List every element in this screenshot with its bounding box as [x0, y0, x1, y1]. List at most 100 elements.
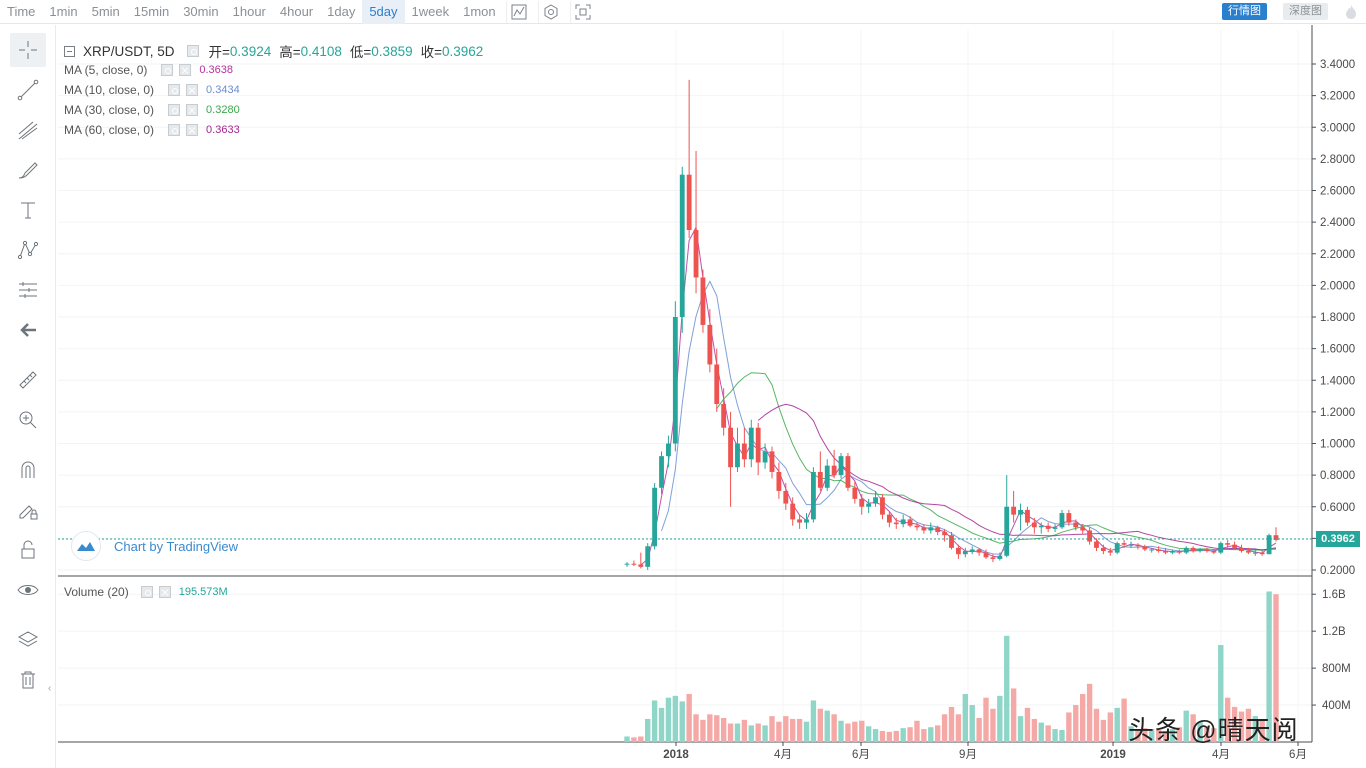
timeframe-1mon[interactable]: 1mon [463, 3, 496, 19]
settings-button[interactable] [537, 0, 564, 23]
timeframe-1day[interactable]: 1day [327, 3, 356, 19]
ma-label: MA (30, close, 0) [64, 103, 155, 117]
ma-settings-icon[interactable] [168, 104, 181, 116]
ma-remove-icon[interactable] [179, 64, 192, 76]
ma-settings-icon[interactable] [168, 124, 181, 136]
timeframe-15min[interactable]: 15min [133, 3, 170, 19]
timeframe-5day[interactable]: 5day [362, 0, 405, 24]
timeframe-1week[interactable]: 1week [411, 3, 450, 19]
ma-remove-icon[interactable] [186, 104, 199, 116]
high-value: 0.4108 [300, 43, 342, 59]
magnet-tool[interactable] [10, 453, 46, 487]
candle-body [631, 563, 637, 565]
candle-body [686, 174, 692, 231]
lock-drawing-tool[interactable] [10, 493, 46, 527]
time-tick-label: 4月 [774, 749, 792, 761]
candle-body [1156, 549, 1162, 552]
tradingview-badge[interactable]: Chart by TradingView [71, 531, 238, 561]
collapse-toolbar-button[interactable]: ‹ [48, 683, 52, 694]
chart-by-tradingview-link[interactable]: Chart by TradingView [114, 538, 239, 554]
ma-value: 0.3638 [199, 64, 234, 76]
fib-icon [18, 121, 38, 140]
pattern-tool[interactable] [10, 233, 46, 267]
price-tick-label: 2.2000 [1320, 249, 1355, 261]
timeframe-time[interactable]: Time [7, 3, 36, 19]
flame-icon[interactable] [1344, 4, 1358, 20]
timeframe-4hour[interactable]: 4hour [279, 3, 314, 19]
measure-tool[interactable] [10, 273, 46, 307]
delete-tool[interactable] [10, 663, 46, 697]
volume-tick-label: 400M [1322, 700, 1351, 712]
candle-body [990, 557, 996, 559]
candle-body [1052, 527, 1058, 529]
candle-body [1031, 522, 1037, 528]
volume-bar [1155, 729, 1162, 742]
volume-bar [1086, 683, 1093, 742]
lock-tool[interactable] [10, 533, 46, 567]
low-value: 0.3859 [371, 43, 413, 59]
open-value: 0.3924 [229, 43, 272, 59]
candle-body [741, 443, 747, 460]
lock-draw-icon [19, 505, 38, 520]
volume-bar [1010, 688, 1017, 742]
volume-remove-icon[interactable] [158, 586, 171, 598]
back-tool[interactable] [10, 313, 46, 347]
tab-depth-chart[interactable]: 深度图 [1283, 3, 1328, 20]
volume-bar [914, 720, 920, 742]
volume-settings-icon[interactable] [140, 586, 153, 598]
trendline-tool[interactable] [10, 73, 46, 107]
volume-tick-label: 1.6B [1322, 589, 1346, 601]
volume-bar [886, 731, 893, 742]
volume-bar [1224, 697, 1231, 742]
volume-bar [720, 717, 727, 742]
indicator-button[interactable] [505, 0, 532, 23]
candle-body [900, 519, 906, 525]
price-tick-label: 3.4000 [1320, 59, 1355, 71]
symbol-settings-icon[interactable] [186, 45, 199, 57]
text-tool[interactable] [10, 193, 46, 227]
candle-body [907, 519, 913, 526]
volume-bar [700, 719, 706, 742]
crosshair-tool[interactable] [10, 33, 46, 67]
volume-bar [1266, 591, 1272, 742]
timeframe-5min[interactable]: 5min [91, 3, 120, 19]
collapse-legend-icon[interactable] [64, 45, 75, 57]
timeframe-1hour[interactable]: 1hour [232, 3, 266, 19]
candle-body [880, 497, 885, 515]
volume-bar [845, 723, 851, 742]
ma-legend-row: MA (30, close, 0) 0.3280 [64, 103, 240, 117]
volume-bar [1238, 711, 1245, 742]
candle-body [1149, 549, 1155, 551]
tab-market-chart[interactable]: 行情图 [1222, 3, 1267, 20]
candle-body [997, 555, 1003, 559]
watermark: 头条 @晴天阅 [1128, 715, 1299, 745]
timeframe-1min[interactable]: 1min [49, 3, 78, 19]
volume-bar [1038, 722, 1044, 742]
fullscreen-button[interactable] [569, 0, 596, 23]
ma-remove-icon[interactable] [186, 124, 199, 136]
volume-bar [645, 718, 651, 742]
layers-tool[interactable] [10, 623, 46, 657]
ruler-tool[interactable] [10, 363, 46, 397]
trash-icon [21, 671, 35, 689]
candle-body [1059, 513, 1065, 528]
zoom-tool[interactable] [10, 403, 46, 437]
time-tick-label: 9月 [959, 749, 977, 761]
price-tick-label: 2.0000 [1320, 280, 1355, 292]
visibility-tool[interactable] [10, 573, 46, 607]
timeframe-30min[interactable]: 30min [183, 3, 219, 19]
brush-tool[interactable] [10, 153, 46, 187]
candle-body [1094, 541, 1099, 548]
candle-body [728, 427, 733, 468]
candle-body [1128, 544, 1134, 546]
volume-bar [714, 715, 720, 742]
candle-body [776, 471, 782, 491]
ma-settings-icon[interactable] [161, 64, 174, 76]
volume-bar [948, 706, 955, 742]
fib-tool[interactable] [10, 113, 46, 147]
volume-bar [955, 714, 962, 742]
ma-remove-icon[interactable] [186, 84, 199, 96]
ma-settings-icon[interactable] [168, 84, 181, 96]
lock-icon [21, 540, 35, 559]
